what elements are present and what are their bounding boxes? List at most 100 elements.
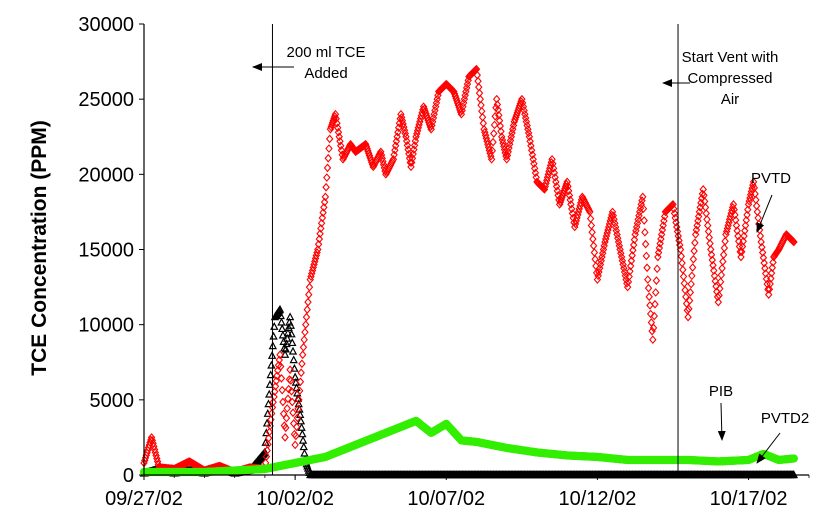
series-0-point <box>589 241 598 251</box>
series-0-point <box>282 413 291 423</box>
series-0-point <box>618 256 627 266</box>
series-0-point <box>741 221 750 230</box>
series-0-point <box>697 198 705 208</box>
series-0-point <box>731 215 740 225</box>
series-0-point <box>332 114 340 124</box>
series-0-point <box>655 243 664 253</box>
series-0-point <box>614 237 623 247</box>
series-0-point <box>759 253 768 263</box>
series-0-point <box>552 182 561 191</box>
series-0-point <box>590 248 599 257</box>
series-1-point <box>264 399 273 408</box>
event1-label-line2: Added <box>304 65 347 82</box>
series-0-point <box>642 251 651 261</box>
series-0-point <box>742 215 751 225</box>
series-0-point <box>399 119 407 129</box>
series-0-point <box>314 239 323 249</box>
series-0-point <box>707 245 715 254</box>
series-0-point <box>735 242 744 251</box>
series-1-point <box>296 416 306 425</box>
series-0-point <box>611 218 619 228</box>
event-lines <box>271 24 679 475</box>
series-0-point <box>639 192 647 202</box>
series-0-point <box>673 222 681 232</box>
series-0-point <box>298 359 306 369</box>
series-0-point <box>490 129 498 138</box>
series-1-point <box>281 344 290 353</box>
series-0-point <box>337 145 346 155</box>
series-1-point <box>298 435 308 444</box>
series-0-point <box>397 109 405 119</box>
series-0-point <box>527 141 535 151</box>
series-0-point <box>479 118 488 128</box>
series-0-point <box>702 209 710 218</box>
series-1-point <box>265 380 275 388</box>
series-0-point <box>284 394 292 404</box>
x-tick-label: 10/17/02 <box>710 488 788 510</box>
y-tick-label: 10000 <box>78 315 134 337</box>
series-0-point <box>474 76 482 86</box>
series-0-point <box>300 335 308 345</box>
series-0-point <box>617 248 625 258</box>
series-0-point <box>488 146 497 156</box>
series-0-point <box>271 381 280 391</box>
series-0-point <box>719 250 728 260</box>
series-0-point <box>717 270 726 280</box>
series-0-point <box>765 284 774 294</box>
series-0-point <box>671 213 679 223</box>
series-0-point <box>710 266 718 275</box>
series-1-point <box>290 363 299 372</box>
series-0-point <box>519 102 528 112</box>
series-0-point <box>623 282 632 292</box>
series-0-point <box>475 88 484 98</box>
series-0-point <box>297 368 305 378</box>
series-0-point <box>738 247 746 257</box>
series-0-point <box>487 154 496 164</box>
series-1-point <box>289 355 298 364</box>
series-0-point <box>487 151 495 161</box>
series-0-point <box>566 195 574 205</box>
series-0-point <box>719 257 727 266</box>
series-1-point <box>280 349 290 358</box>
series-1-point <box>288 346 298 355</box>
series-0-point <box>743 210 751 220</box>
series-0-point <box>641 239 650 249</box>
series-0-point <box>760 258 768 268</box>
series-0-point <box>478 112 487 122</box>
series-0-point <box>407 162 415 172</box>
series-0-point <box>549 159 557 169</box>
series-0-point <box>320 203 328 212</box>
series-0-point <box>378 153 386 163</box>
series-0-point <box>764 284 772 294</box>
series-0-point <box>295 395 303 405</box>
series-1-point <box>262 428 271 437</box>
series-0-point <box>720 243 729 253</box>
series-0-point <box>336 136 344 146</box>
series-0-point <box>317 218 326 228</box>
series-0-point <box>400 125 409 135</box>
series-0-point <box>277 374 286 383</box>
y-axis-label: TCE Concentration (PPM) <box>28 120 51 376</box>
series-0-point <box>269 397 277 407</box>
series-0-point <box>733 226 741 236</box>
series-0-point <box>335 132 343 142</box>
series-0-point <box>315 234 324 244</box>
series-0-point <box>646 309 655 319</box>
series-0-point <box>610 215 618 224</box>
annotations: 200 ml TCE Added Start Vent with Compres… <box>252 44 809 464</box>
series-0-point <box>690 246 698 256</box>
series-0-point <box>752 195 760 205</box>
series-0-point <box>657 230 666 239</box>
series-0-point <box>758 242 766 252</box>
series-0-point <box>334 127 343 137</box>
series-0-point <box>647 318 656 327</box>
series-1 <box>139 304 799 479</box>
series-0-point <box>273 371 281 381</box>
series-0-point <box>522 117 531 127</box>
series-0-point <box>337 141 345 151</box>
axes: 0 5000 10000 15000 20000 25000 30000 09/27/02 10… <box>78 14 810 510</box>
series-0-point <box>741 226 749 236</box>
series-0-point <box>658 225 667 235</box>
series-0-point <box>298 350 307 360</box>
